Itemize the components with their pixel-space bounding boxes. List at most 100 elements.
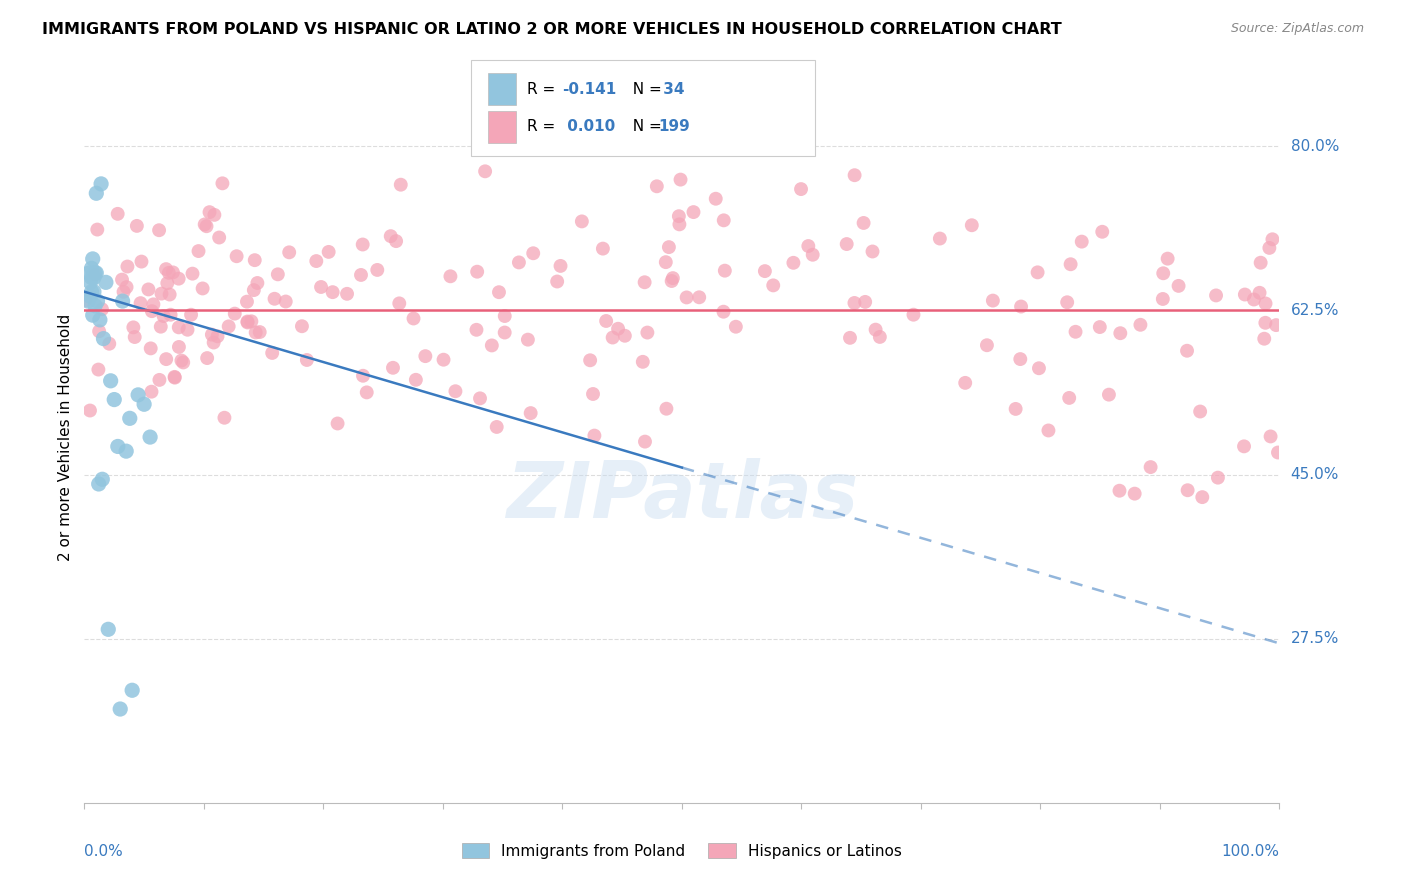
Point — [754, 264, 776, 278]
Point — [336, 286, 359, 301]
Point — [127, 388, 149, 402]
Point — [87, 362, 110, 376]
Point — [724, 319, 747, 334]
Point — [125, 219, 148, 233]
Point — [309, 280, 332, 294]
Point — [1261, 232, 1284, 246]
Point — [801, 248, 824, 262]
Point — [207, 329, 229, 343]
Point — [797, 239, 820, 253]
Text: IMMIGRANTS FROM POLAND VS HISPANIC OR LATINO 2 OR MORE VEHICLES IN HOUSEHOLD COR: IMMIGRANTS FROM POLAND VS HISPANIC OR LA… — [42, 22, 1062, 37]
Text: 62.5%: 62.5% — [1291, 303, 1339, 318]
Point — [571, 214, 593, 228]
Point — [141, 304, 163, 318]
Point — [195, 351, 218, 365]
Point — [381, 360, 404, 375]
Point — [180, 308, 202, 322]
Point — [903, 308, 925, 322]
Point — [981, 293, 1004, 308]
Point — [415, 349, 437, 363]
Point — [1177, 483, 1199, 498]
Point — [94, 276, 117, 290]
Point — [485, 420, 508, 434]
Point — [439, 269, 461, 284]
Point — [115, 280, 138, 294]
Point — [194, 218, 217, 232]
Point — [688, 290, 710, 304]
Point — [236, 294, 259, 309]
Point — [225, 249, 247, 263]
Point — [163, 370, 186, 384]
Point — [352, 368, 374, 383]
Point — [195, 219, 218, 234]
Text: R =: R = — [527, 120, 561, 134]
Point — [236, 315, 259, 329]
Point — [150, 286, 173, 301]
Text: 80.0%: 80.0% — [1291, 139, 1339, 154]
Point — [655, 255, 678, 269]
Point — [1250, 256, 1272, 270]
Point — [141, 384, 163, 399]
Point — [658, 240, 681, 254]
Point — [762, 278, 785, 293]
Text: N =: N = — [623, 120, 666, 134]
Point — [82, 308, 104, 322]
Point — [634, 434, 657, 449]
Point — [405, 373, 427, 387]
Point — [243, 283, 266, 297]
Point — [713, 213, 735, 227]
Point — [862, 244, 884, 259]
Text: 100.0%: 100.0% — [1222, 845, 1279, 860]
Point — [163, 370, 186, 384]
Point — [675, 290, 697, 304]
Point — [839, 331, 862, 345]
Point — [243, 253, 266, 268]
Point — [1175, 343, 1198, 358]
Point — [1260, 429, 1282, 443]
Text: ZIPatlas: ZIPatlas — [506, 458, 858, 533]
Point — [84, 299, 107, 313]
Point — [148, 373, 170, 387]
Point — [138, 282, 160, 296]
Point — [83, 285, 105, 299]
Point — [75, 293, 97, 308]
Point — [1070, 235, 1092, 249]
Point — [352, 237, 374, 252]
Point — [1189, 404, 1212, 418]
Point — [1098, 387, 1121, 401]
Point — [928, 231, 950, 245]
Text: 34: 34 — [658, 82, 685, 96]
Point — [790, 182, 813, 196]
Point — [661, 274, 683, 288]
Point — [91, 472, 114, 486]
Point — [86, 186, 108, 201]
Point — [208, 230, 231, 244]
Point — [713, 304, 735, 318]
Point — [139, 342, 162, 356]
Point — [117, 260, 139, 274]
Point — [167, 320, 190, 334]
Point — [148, 223, 170, 237]
Point — [91, 302, 114, 317]
Point — [1206, 470, 1229, 484]
Point — [80, 270, 103, 285]
Point — [468, 392, 491, 406]
Point — [366, 263, 388, 277]
Point — [77, 266, 100, 280]
Text: 27.5%: 27.5% — [1291, 632, 1339, 646]
Point — [87, 477, 110, 491]
Point — [278, 245, 301, 260]
Point — [976, 338, 998, 352]
Point — [1109, 326, 1132, 341]
Point — [350, 268, 373, 282]
Point — [132, 397, 156, 411]
Point — [263, 292, 285, 306]
Point — [1059, 257, 1081, 271]
Point — [172, 355, 194, 369]
Point — [157, 266, 180, 280]
Point — [582, 387, 605, 401]
Point — [636, 326, 658, 340]
Point — [1010, 352, 1032, 367]
Text: -0.141: -0.141 — [562, 82, 617, 96]
Point — [550, 259, 572, 273]
